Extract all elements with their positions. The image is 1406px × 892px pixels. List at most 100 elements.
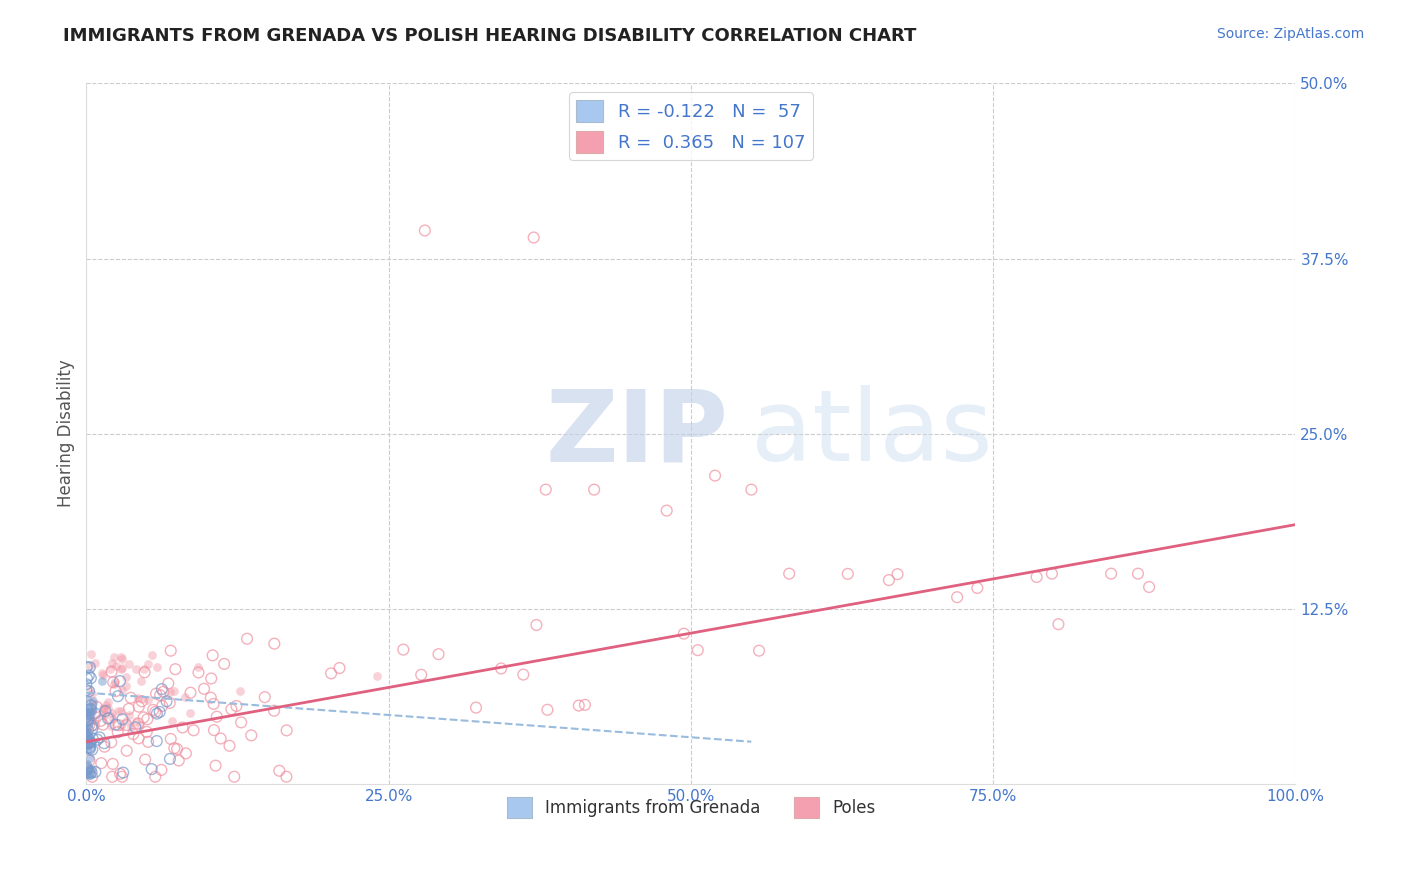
Point — [159, 684, 181, 698]
Point — [236, 632, 259, 646]
Point — [465, 700, 488, 714]
Point — [94, 704, 117, 718]
Point — [837, 566, 859, 581]
Point — [159, 752, 181, 766]
Point — [83, 718, 105, 732]
Point — [150, 763, 173, 777]
Point — [134, 662, 156, 676]
Point — [740, 483, 762, 497]
Point — [91, 707, 114, 722]
Point — [150, 682, 173, 697]
Point — [149, 705, 172, 719]
Point — [131, 692, 153, 706]
Point — [149, 688, 172, 702]
Point — [118, 702, 141, 716]
Point — [946, 590, 969, 604]
Point — [489, 661, 512, 675]
Point — [76, 710, 98, 724]
Point — [411, 667, 433, 681]
Point — [146, 706, 169, 721]
Text: Source: ZipAtlas.com: Source: ZipAtlas.com — [1216, 27, 1364, 41]
Point — [77, 714, 100, 728]
Point — [167, 754, 190, 768]
Point — [193, 681, 215, 696]
Point — [115, 718, 138, 732]
Point — [76, 731, 98, 745]
Point — [107, 718, 129, 732]
Point — [76, 730, 98, 744]
Point — [79, 683, 101, 698]
Point — [107, 704, 129, 718]
Point — [672, 626, 695, 640]
Point — [534, 483, 557, 497]
Point — [136, 693, 159, 707]
Point — [127, 716, 149, 731]
Point — [80, 705, 103, 719]
Point — [103, 677, 125, 691]
Point — [76, 703, 98, 717]
Point — [80, 701, 103, 715]
Legend: Immigrants from Grenada, Poles: Immigrants from Grenada, Poles — [501, 790, 882, 824]
Point — [76, 743, 98, 757]
Point — [91, 665, 114, 680]
Point — [136, 735, 159, 749]
Point — [131, 674, 153, 689]
Point — [1040, 566, 1063, 581]
Point — [77, 684, 100, 698]
Point — [218, 739, 240, 753]
Point — [174, 747, 197, 761]
Point — [655, 503, 678, 517]
Point — [122, 727, 145, 741]
Point — [79, 740, 101, 755]
Point — [686, 643, 709, 657]
Point — [75, 683, 97, 698]
Point — [134, 753, 156, 767]
Point — [202, 723, 225, 737]
Point — [76, 716, 98, 731]
Point — [118, 708, 141, 723]
Point — [79, 767, 101, 781]
Point — [124, 720, 146, 734]
Point — [1137, 580, 1160, 594]
Point — [91, 701, 114, 715]
Point — [77, 765, 100, 780]
Point — [76, 717, 98, 731]
Point — [134, 665, 156, 680]
Point — [128, 699, 150, 714]
Point — [366, 668, 388, 682]
Point — [75, 677, 97, 691]
Point — [104, 717, 127, 731]
Point — [101, 656, 124, 670]
Point — [115, 670, 138, 684]
Point — [79, 750, 101, 764]
Point — [77, 767, 100, 781]
Point — [76, 763, 98, 777]
Point — [413, 223, 436, 237]
Point — [84, 764, 107, 779]
Point — [574, 698, 596, 712]
Point — [103, 675, 125, 690]
Point — [79, 754, 101, 768]
Point — [145, 687, 167, 701]
Point — [76, 726, 98, 740]
Point — [94, 698, 117, 712]
Point — [90, 714, 112, 728]
Point — [76, 756, 98, 771]
Point — [157, 676, 180, 690]
Point — [523, 230, 546, 244]
Point — [229, 683, 252, 698]
Point — [76, 692, 98, 706]
Point — [76, 721, 98, 735]
Point — [150, 698, 173, 713]
Text: ZIP: ZIP — [546, 385, 728, 482]
Point — [187, 665, 209, 680]
Point — [77, 712, 100, 726]
Point — [79, 734, 101, 748]
Point — [111, 770, 134, 784]
Point — [100, 665, 122, 679]
Point — [187, 660, 209, 674]
Point — [221, 702, 243, 716]
Point — [142, 703, 165, 717]
Point — [136, 712, 159, 726]
Point — [160, 714, 183, 729]
